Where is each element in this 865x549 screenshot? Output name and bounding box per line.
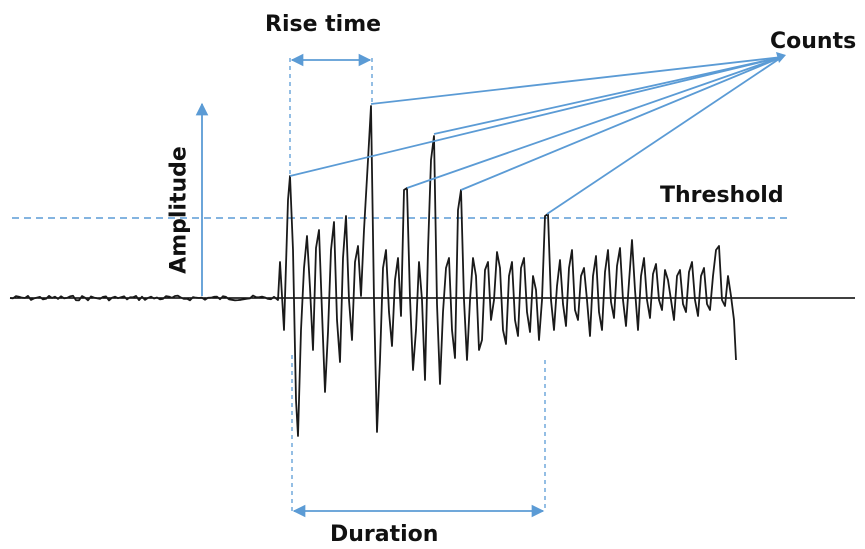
counts-pointer-line-6 [546,56,783,215]
counts-label: Counts [770,29,857,54]
duration-label: Duration [330,522,439,547]
counts-pointer-line-2 [370,56,783,105]
counts-pointer-lines [289,52,786,215]
threshold-label: Threshold [660,183,784,208]
counts-arrowhead [776,52,786,63]
counts-pointer-line-4 [406,56,783,189]
counts-pointer-line-1 [289,56,783,177]
counts-pointer-line-5 [460,56,783,191]
rise-time-label: Rise time [265,12,382,37]
amplitude-label: Amplitude [166,146,192,274]
signal-waveform [9,105,737,437]
counts-pointer-line-3 [433,56,783,135]
